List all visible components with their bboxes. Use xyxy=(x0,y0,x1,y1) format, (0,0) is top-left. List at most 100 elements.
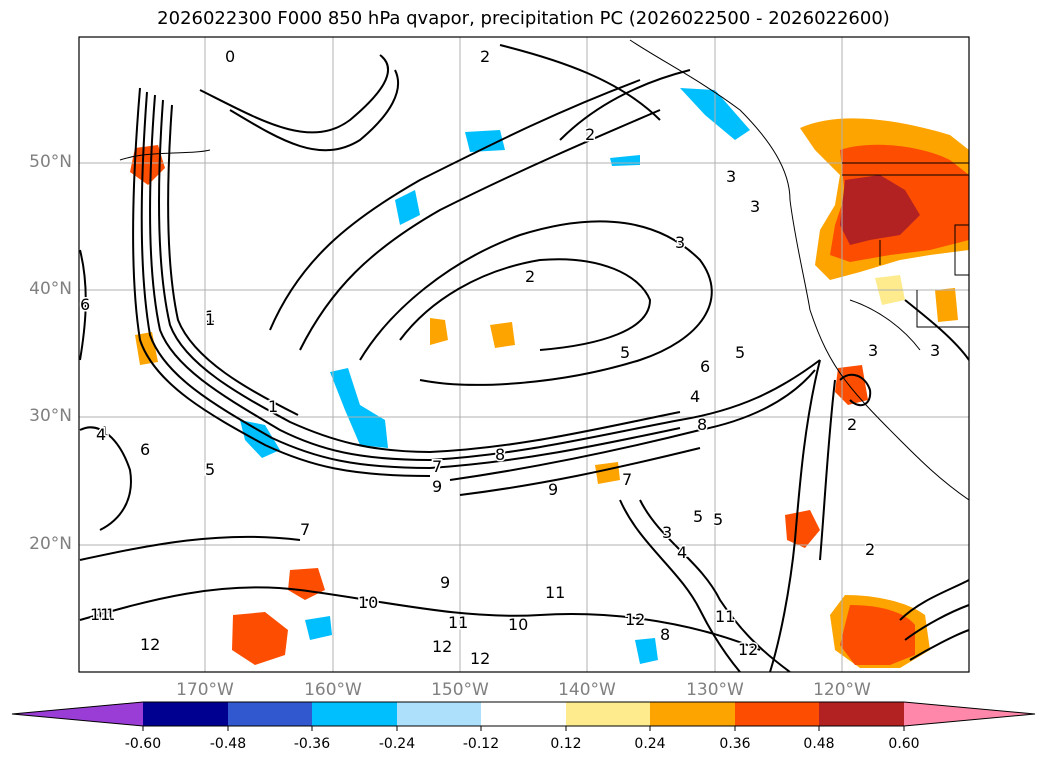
colorbar-extend-high xyxy=(904,702,1035,726)
colorbar-segment xyxy=(312,702,397,726)
contour-label: 9 xyxy=(432,477,442,496)
contour-label: 5 xyxy=(713,510,723,529)
contour-label: 11 xyxy=(95,605,115,624)
lat-label: 20°N xyxy=(29,534,72,554)
colorbar-tick-label: 0.12 xyxy=(550,736,582,752)
contour-label: 9 xyxy=(440,573,450,592)
map-frame xyxy=(78,36,970,673)
colorbar-tick-label: 0.36 xyxy=(719,736,751,752)
precip-blob xyxy=(395,190,420,225)
colorbar-tick-label: -0.48 xyxy=(209,736,247,752)
precip-blob xyxy=(835,365,868,405)
colorbar-tick-label: -0.36 xyxy=(293,736,331,752)
colorbar-segment xyxy=(143,702,228,726)
colorbar-extend-low xyxy=(12,702,143,726)
contour-label: 5 xyxy=(205,460,215,479)
contour-label: 9 xyxy=(548,480,558,499)
contour-label: 12 xyxy=(625,610,645,629)
contour-label: 3 xyxy=(725,167,735,186)
colorbar-segment xyxy=(481,702,566,726)
contour-label: 12 xyxy=(738,640,758,659)
contour-label: 4 xyxy=(96,425,106,444)
contour-label: 12 xyxy=(432,637,452,656)
contour-label: 6 xyxy=(140,440,150,459)
contour-label: 8 xyxy=(495,445,505,464)
contour-label: 10 xyxy=(508,615,528,634)
contour-label: 5 xyxy=(735,343,745,362)
colorbar-segment xyxy=(735,702,819,726)
contour-label: 2 xyxy=(847,415,857,434)
lon-label: 130°W xyxy=(686,680,744,700)
colorbar-tick-label: 0.60 xyxy=(888,736,920,752)
contour-label: 2 xyxy=(480,47,490,66)
colorbar-tick-label: 0.48 xyxy=(803,736,835,752)
lon-label: 120°W xyxy=(813,680,871,700)
contour-label: 11 xyxy=(715,607,735,626)
lon-label: 170°W xyxy=(176,680,234,700)
colorbar-segment xyxy=(397,702,481,726)
contour-label: 2 xyxy=(865,540,875,559)
colorbar-tick-label: 0.24 xyxy=(634,736,666,752)
colorbar-tick-label: -0.24 xyxy=(378,736,416,752)
contour-label: 3 xyxy=(675,233,685,252)
colorbar-segment xyxy=(819,702,904,726)
contour-label: 5 xyxy=(620,343,630,362)
contour-label: 6 xyxy=(80,295,90,314)
precip-blob xyxy=(635,638,658,664)
colorbar-segment xyxy=(228,702,312,726)
precip-blob xyxy=(840,175,920,245)
contour-label: 6 xyxy=(140,440,150,459)
precip-blob xyxy=(465,130,505,152)
contour-label: 1 xyxy=(205,310,215,329)
contour-label: 5 xyxy=(205,460,215,479)
contour-label: 3 xyxy=(930,341,940,360)
contour-label: 2 xyxy=(585,125,595,144)
precip-blob xyxy=(840,605,915,665)
contour-label: 11 xyxy=(545,583,565,602)
precip-blob xyxy=(935,288,958,322)
contour-label: 7 xyxy=(432,457,442,476)
graticule xyxy=(79,37,969,672)
precip-blob xyxy=(430,318,448,345)
precip-blob xyxy=(330,368,388,448)
contour-label: 10 xyxy=(358,593,378,612)
colorbar-segment xyxy=(650,702,735,726)
map-title: 2026022300 F000 850 hPa qvapor, precipit… xyxy=(157,8,890,29)
contour-label: 4 xyxy=(98,423,108,442)
precip-blob xyxy=(240,420,280,458)
contour-label: 11 xyxy=(90,605,110,624)
contour-label: 1 xyxy=(268,397,278,416)
lat-label: 40°N xyxy=(29,279,72,299)
coastlines xyxy=(119,39,969,501)
contour-label: 3 xyxy=(868,341,878,360)
contour-label: 6 xyxy=(700,357,710,376)
contour-label: 2 xyxy=(525,267,535,286)
contour-label: 5 xyxy=(693,507,703,526)
contour-label: 7 xyxy=(432,457,442,476)
contour-label: 8 xyxy=(697,415,707,434)
colorbar-segment xyxy=(566,702,650,726)
lat-label: 30°N xyxy=(29,406,72,426)
precip-blob xyxy=(130,145,165,185)
contour-label: 9 xyxy=(432,477,442,496)
precip-blob xyxy=(232,612,288,665)
lon-label: 140°W xyxy=(558,680,616,700)
contour-label: 4 xyxy=(690,387,700,406)
precip-blob xyxy=(785,510,820,548)
colorbar-tick-label: -0.12 xyxy=(462,736,500,752)
lon-label: 160°W xyxy=(304,680,362,700)
contour-label: 4 xyxy=(677,543,687,562)
colorbar-tick-label: -0.60 xyxy=(124,736,162,752)
contour-label: 3 xyxy=(750,197,760,216)
contour-label: 7 xyxy=(622,470,632,489)
precip-blob xyxy=(305,616,332,640)
contour-label: 3 xyxy=(662,523,672,542)
contour-label: 8 xyxy=(660,625,670,644)
contour-label: 7 xyxy=(300,520,310,539)
contour-label: 8 xyxy=(495,445,505,464)
contour-label: 11 xyxy=(448,613,468,632)
contour-label: 2 xyxy=(525,267,535,286)
contour-label: 12 xyxy=(470,649,490,668)
